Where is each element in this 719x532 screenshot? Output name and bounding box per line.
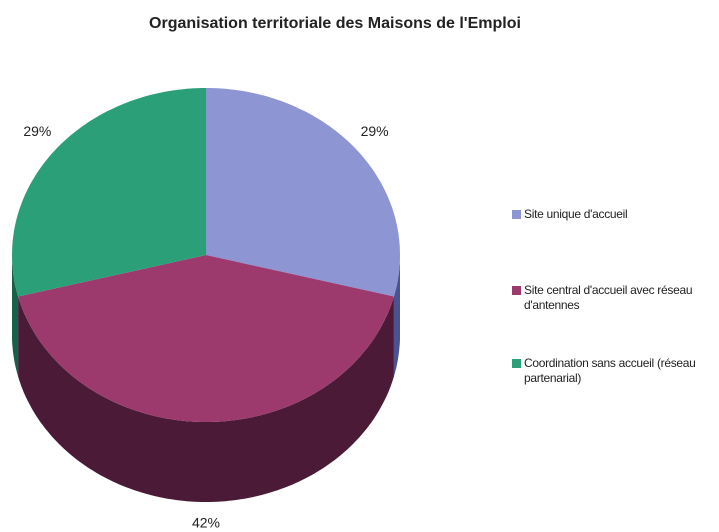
chart-title: Organisation territoriale des Maisons de…: [149, 15, 521, 32]
legend-label: Site central d'accueil avec réseau d'ant…: [524, 283, 693, 312]
legend-swatch: [512, 286, 521, 295]
data-label: 29%: [361, 123, 389, 139]
legend-item: Site central d'accueil avec réseau d'ant…: [512, 283, 712, 313]
legend-swatch: [512, 210, 521, 219]
pie-side: [18, 296, 394, 502]
legend-label: Site unique d'accueil: [524, 207, 628, 221]
pie-side: [393, 255, 400, 377]
legend-label: Coordination sans accueil (réseau parten…: [524, 356, 696, 385]
legend-item: Site unique d'accueil: [512, 207, 712, 222]
pie-slice: [206, 88, 400, 297]
legend-item: Coordination sans accueil (réseau parten…: [512, 356, 712, 386]
legend-swatch: [512, 359, 521, 368]
pie-slice: [18, 255, 394, 422]
data-label: 42%: [192, 515, 220, 531]
pie-side: [12, 255, 19, 377]
pie-slice: [12, 88, 206, 297]
data-label: 29%: [23, 123, 51, 139]
